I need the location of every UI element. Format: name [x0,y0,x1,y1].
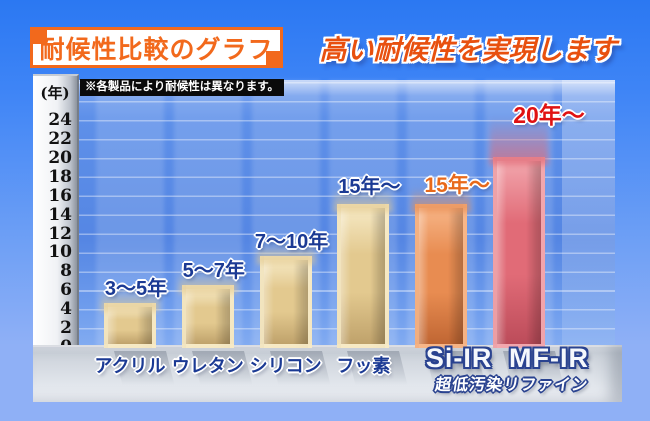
product-sub-label: 超低汚染リファイン [433,377,590,394]
title-box-corner-topleft-decoration [30,27,47,44]
value-label-フッ素: 15年〜 [338,176,401,199]
category-label-Si-IR: Si-IR [425,343,493,373]
y-axis-tick-2: 2 [60,318,72,339]
y-axis-tick-24: 24 [48,110,72,130]
y-axis-tick-4: 4 [60,299,72,320]
bar-シリコン [259,256,312,348]
bar-blur-cap-シリコン [256,243,315,265]
value-label-ウレタン: 5〜7年 [182,259,245,282]
category-label-MF-IR: MF-IR [509,343,589,373]
title-box-corner-bottomright-decoration [266,51,283,68]
chart-floor [33,345,622,402]
value-label-アクリル: 3〜5年 [104,278,168,301]
category-label-シリコン: シリコン [249,356,322,376]
chart-title: 耐候性比較のグラフ [39,35,274,64]
value-label-Si-IR: 15年〜 [424,174,490,198]
bar-blur-cap-ウレタン [178,271,237,293]
headline: 高い耐候性を実現します [319,35,617,65]
y-axis-tick-18: 18 [48,166,72,187]
value-label-シリコン: 7〜10年 [254,231,329,254]
y-axis-tick-14: 14 [48,204,72,225]
bar-MF-IR [493,156,545,348]
y-axis-tick-8: 8 [60,261,72,282]
bar-blur-cap-アクリル [101,290,159,312]
category-label-アクリル: アクリル [94,356,166,376]
y-axis-unit-label: (年) [40,84,70,102]
bar-blur-cap-MF-IR [490,116,548,165]
bar-Si-IR [415,204,468,348]
y-axis: (年) 242220181614121086420 [33,74,79,356]
y-axis-tick-6: 6 [60,280,72,301]
category-label-フッ素: フッ素 [336,356,391,376]
y-axis-tick-10: 10 [48,242,72,263]
bar-blur-cap-フッ素 [334,188,393,213]
plot-area-right-wall [562,80,615,347]
y-axis-tick-12: 12 [48,223,72,244]
value-label-MF-IR: 20年〜 [513,101,585,128]
bar-ウレタン [181,284,234,348]
y-axis-tick-16: 16 [48,185,72,206]
title-box: 耐候性比較のグラフ [30,27,283,68]
bar-blur-cap-Si-IR [412,188,471,213]
y-axis-tick-22: 22 [48,128,72,149]
y-axis-tick-20: 20 [48,147,72,168]
category-label-ウレタン: ウレタン [171,356,244,376]
note-banner: ※各製品により耐候性は異なります。 [80,79,284,96]
